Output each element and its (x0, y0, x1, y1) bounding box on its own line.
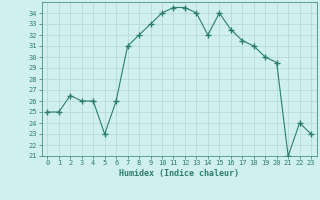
X-axis label: Humidex (Indice chaleur): Humidex (Indice chaleur) (119, 169, 239, 178)
